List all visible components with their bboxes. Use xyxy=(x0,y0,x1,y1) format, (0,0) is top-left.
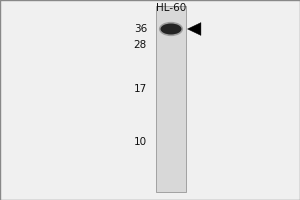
Text: 36: 36 xyxy=(134,24,147,34)
Text: HL-60: HL-60 xyxy=(156,3,186,13)
Polygon shape xyxy=(188,23,201,35)
Ellipse shape xyxy=(159,22,183,36)
Text: 28: 28 xyxy=(134,40,147,50)
Text: 17: 17 xyxy=(134,84,147,94)
Text: 10: 10 xyxy=(134,137,147,147)
Bar xyxy=(156,6,186,192)
Ellipse shape xyxy=(160,23,182,34)
